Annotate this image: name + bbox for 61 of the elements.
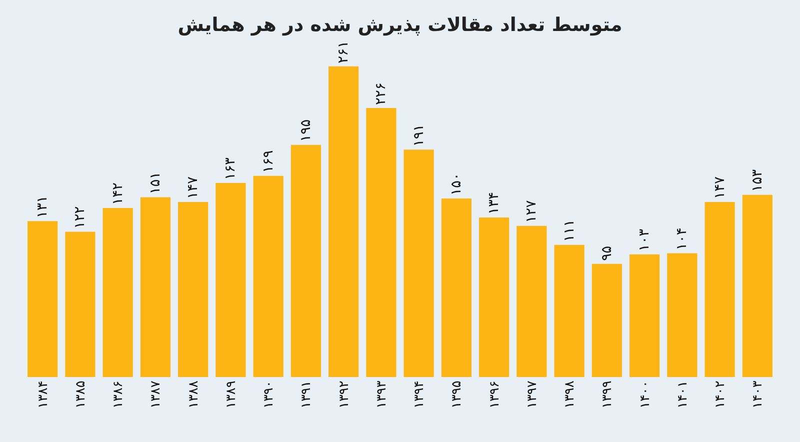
data-label: ۱۱۱: [561, 219, 578, 242]
data-label: ۱۴۷: [712, 176, 728, 200]
chart-title: متوسط تعداد مقالات پذیرش شده در هر همایش: [178, 14, 622, 36]
data-label: ۱۵۰: [448, 172, 464, 196]
data-label: ۱۴۲: [110, 182, 126, 205]
data-label: ۱۹۵: [298, 119, 314, 142]
x-tick-label: ۱۳۸۷: [148, 380, 164, 409]
bar: [404, 150, 434, 377]
x-tick-label: ۱۳۸۴: [36, 380, 51, 409]
x-tick-label: ۱۳۹۴: [412, 380, 428, 409]
bar: [441, 198, 472, 377]
bar: [742, 194, 772, 377]
bar: [516, 226, 547, 377]
bar: [554, 244, 584, 377]
x-tick-label: ۱۳۸۹: [224, 380, 239, 409]
bar: [366, 108, 396, 377]
data-label: ۱۰۳: [636, 228, 653, 252]
bar: [592, 264, 622, 377]
bar: [328, 66, 359, 377]
data-label: ۱۹۱: [410, 124, 427, 147]
data-label: ۱۲۷: [524, 200, 540, 223]
data-label: ۱۳۱: [34, 196, 51, 218]
x-tick-label: ۱۳۸۵: [73, 380, 88, 409]
bar: [28, 221, 58, 377]
bar: [667, 253, 698, 377]
data-label: ۹۵: [598, 246, 615, 261]
bar: [253, 176, 284, 377]
x-tick-label: ۱۳۸۸: [186, 380, 202, 409]
data-label: ۱۳۴: [486, 192, 502, 215]
data-label: ۲۲۶: [373, 82, 390, 106]
bar: [178, 202, 208, 377]
data-label: ۱۵۱: [147, 172, 164, 194]
bar: [630, 254, 660, 377]
bar: [102, 208, 133, 377]
x-tick-label: ۱۳۹۰: [262, 380, 277, 409]
x-tick-label: ۱۳۹۱: [299, 380, 314, 409]
x-tick-label: ۱۳۹۲: [336, 380, 352, 409]
x-tick-label: ۱۳۹۹: [600, 380, 616, 409]
data-label: ۱۴۷: [185, 176, 202, 200]
x-tick-label: ۱۳۸۶: [111, 380, 126, 409]
data-label: ۱۶۳: [222, 156, 239, 180]
data-label: ۱۲۲: [72, 206, 88, 229]
x-tick-label: ۱۴۰۱: [675, 380, 690, 409]
bar: [216, 182, 246, 377]
bar: [65, 232, 96, 377]
data-label: ۱۶۹: [260, 150, 276, 173]
data-label: ۱۵۳: [749, 168, 766, 192]
x-tick-label: ۱۴۰۰: [638, 380, 653, 409]
data-label: ۱۰۴: [674, 228, 690, 250]
x-tick-label: ۱۳۹۷: [524, 380, 540, 409]
x-tick-label: ۱۳۹۳: [374, 380, 390, 409]
bar: [479, 218, 510, 377]
bar: [140, 197, 170, 377]
x-tick-label: ۱۳۹۸: [562, 380, 578, 409]
bar: [290, 144, 321, 377]
data-label: ۲۶۱: [336, 40, 352, 64]
x-tick-label: ۱۴۰۲: [713, 380, 728, 409]
bar: [704, 202, 735, 377]
x-tick-label: ۱۳۹۶: [487, 380, 502, 409]
x-tick-label: ۱۳۹۵: [450, 380, 465, 409]
x-tick-label: ۱۴۰۳: [750, 380, 766, 409]
